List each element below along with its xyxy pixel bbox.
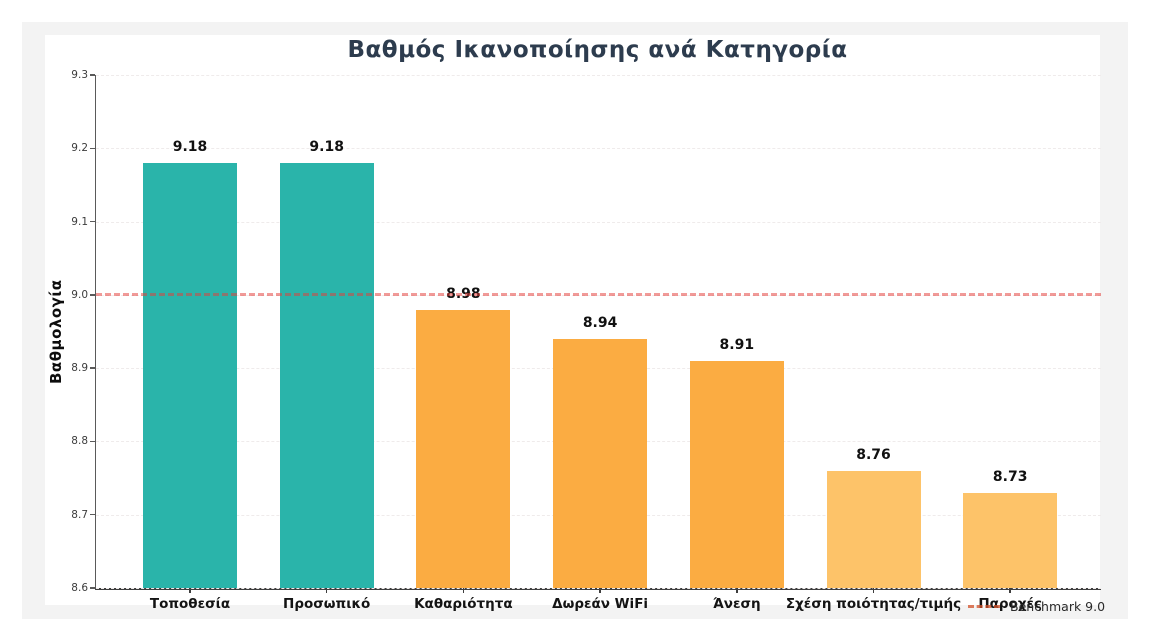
x-tick-label: Παροχές [978,596,1043,612]
gridline [96,75,1101,76]
x-tick-mark [462,588,465,593]
bar-5 [689,360,784,588]
bar-4 [553,338,648,588]
x-tick-label: Προσωπικό [283,596,371,612]
x-tick-label: Σχέση ποιότητας/τιμής [785,596,962,612]
bar-3 [416,309,511,588]
x-tick-mark [736,588,738,593]
bar-1 [143,162,237,588]
x-tick-mark [599,588,601,593]
gridline [96,148,1101,150]
y-tick-mark [89,440,95,443]
x-tick-label: Τοποθεσία [149,596,231,612]
bar-value-label: 8.91 [719,336,755,353]
x-tick-mark [872,588,875,593]
y-tick-label: 9.2 [71,142,88,155]
y-tick-mark [89,147,95,150]
bar-value-label: 9.18 [309,138,344,155]
figure-card: Βαθμός Ικανοποίησης ανά Κατηγορία Βαθμολ… [22,22,1128,619]
y-tick-mark [89,74,95,76]
y-tick-label: 9.1 [71,215,88,228]
y-tick-mark [89,367,95,369]
x-tick-label: Καθαριότητα [414,596,513,612]
y-tick-label: 8.9 [71,362,88,375]
bar-value-label: 9.18 [172,138,208,155]
benchmark-legend-label: Benchmark 9.0 [1010,599,1106,614]
plot-area: Benchmark 9.0 8.6 8.7 8.8 8.9 9.0 9.1 9.2 9.3 9.… [71,70,1105,614]
x-tick-label: Δωρεάν WiFi [552,596,649,612]
x-tick-mark [189,588,191,593]
bar-7 [963,492,1058,588]
gridline [96,221,1101,223]
y-tick-mark [89,294,95,296]
x-tick-label: Άνεση [712,596,761,612]
y-tick-label: 8.6 [71,582,88,594]
y-tick-mark [89,220,95,223]
y-tick-mark [89,513,95,516]
y-tick-label: 8.8 [71,435,88,448]
legend: Benchmark 9.0 [968,599,1105,614]
x-tick-mark [325,588,328,593]
gridline [96,588,1101,589]
bar-2 [279,162,374,588]
bar-value-label: 8.73 [992,468,1028,485]
benchmark-legend-swatch [968,605,1000,608]
bar-value-label: 8.76 [856,446,891,463]
benchmark-line [96,293,1101,297]
chart-canvas: Βαθμός Ικανοποίησης ανά Κατηγορία Βαθμολ… [45,35,1105,614]
bar-value-label: 8.94 [582,314,618,331]
bar-6 [826,470,921,588]
x-tick-mark [1009,588,1011,593]
y-tick-label: 9.3 [71,69,88,81]
y-tick-mark [89,587,95,589]
chart-title: Βαθμός Ικανοποίησης ανά Κατηγορία [347,37,848,63]
y-tick-label: 8.7 [71,508,88,521]
y-tick-label: 9.0 [71,288,88,301]
